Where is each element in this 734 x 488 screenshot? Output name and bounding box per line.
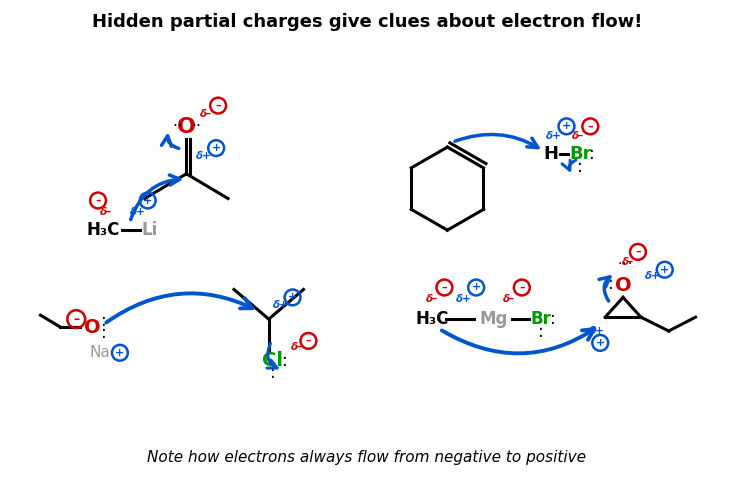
Text: –: –	[215, 101, 221, 111]
Text: Br: Br	[530, 310, 551, 328]
Text: δ+: δ+	[589, 326, 605, 336]
Text: δ+: δ+	[196, 151, 212, 161]
Text: ·: ·	[191, 119, 196, 134]
Text: δ–: δ–	[426, 294, 439, 305]
Text: Mg: Mg	[480, 310, 508, 328]
Text: +: +	[115, 348, 125, 358]
Text: ·: ·	[196, 119, 200, 134]
Text: δ–: δ–	[573, 131, 584, 141]
Text: Li: Li	[142, 221, 158, 239]
Text: H₃C: H₃C	[416, 310, 449, 328]
Text: δ–: δ–	[622, 257, 634, 267]
Text: δ–: δ–	[200, 108, 212, 119]
Text: :: :	[282, 352, 288, 369]
Text: +: +	[288, 292, 297, 303]
Text: +: +	[562, 122, 571, 131]
Text: ·: ·	[617, 257, 622, 271]
Text: :: :	[550, 310, 556, 328]
Text: :: :	[270, 364, 275, 382]
Text: ·: ·	[627, 257, 631, 271]
Text: Cl: Cl	[262, 351, 283, 370]
Text: :: :	[101, 324, 107, 342]
Text: –: –	[442, 283, 447, 292]
Text: –: –	[305, 336, 311, 346]
Text: H₃C: H₃C	[87, 221, 120, 239]
Text: O: O	[615, 276, 631, 295]
Text: ·: ·	[172, 119, 177, 134]
Text: –: –	[519, 283, 525, 292]
Text: δ+: δ+	[645, 271, 661, 281]
Text: :: :	[608, 275, 614, 292]
Text: δ+: δ+	[545, 131, 562, 141]
Text: δ+: δ+	[130, 207, 145, 217]
Text: –: –	[587, 122, 593, 131]
Text: δ–: δ–	[503, 294, 515, 305]
Text: Na: Na	[90, 345, 110, 360]
Text: +: +	[143, 196, 152, 205]
Text: δ+: δ+	[457, 294, 472, 305]
Text: +: +	[211, 143, 221, 153]
Text: :: :	[538, 323, 544, 341]
Text: +: +	[471, 283, 481, 292]
Text: :: :	[578, 158, 584, 176]
Text: :: :	[589, 145, 595, 163]
Text: δ–: δ–	[100, 207, 112, 217]
Text: ·: ·	[621, 257, 625, 271]
Text: +: +	[660, 264, 669, 275]
Text: :: :	[101, 312, 107, 330]
Text: H: H	[543, 145, 558, 163]
Text: –: –	[95, 196, 101, 205]
Text: O: O	[177, 117, 196, 137]
Text: δ–: δ–	[291, 342, 302, 352]
Text: ·: ·	[177, 119, 182, 134]
Text: +: +	[595, 338, 605, 348]
Text: Note how electrons always flow from negative to positive: Note how electrons always flow from nega…	[148, 450, 586, 466]
Text: O: O	[84, 318, 101, 337]
Text: –: –	[635, 247, 641, 257]
Text: δ+: δ+	[273, 300, 288, 310]
Text: Br: Br	[569, 145, 592, 163]
Text: Hidden partial charges give clues about electron flow!: Hidden partial charges give clues about …	[92, 13, 642, 31]
Text: –: –	[73, 313, 79, 325]
